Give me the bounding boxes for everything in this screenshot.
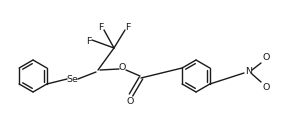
Text: N: N — [246, 67, 253, 77]
Text: O: O — [262, 82, 270, 92]
Text: F: F — [86, 37, 92, 46]
Text: O: O — [262, 53, 270, 62]
Text: F: F — [125, 22, 131, 31]
Text: F: F — [98, 22, 104, 31]
Text: Se: Se — [66, 76, 78, 84]
Text: O: O — [118, 63, 126, 73]
Text: O: O — [126, 96, 134, 106]
